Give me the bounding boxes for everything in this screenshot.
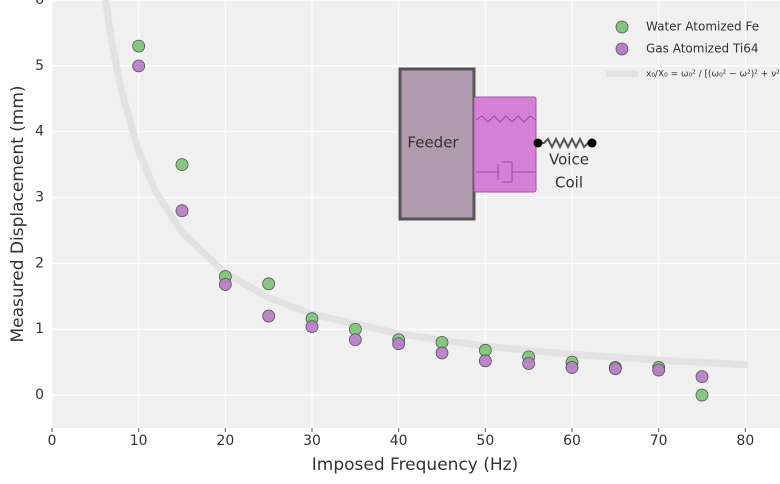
legend-swatch xyxy=(615,20,629,34)
data-point xyxy=(175,158,189,172)
data-point xyxy=(132,59,146,73)
spring xyxy=(538,136,592,150)
data-point xyxy=(522,357,536,370)
data-point xyxy=(608,362,622,376)
x-tick-label: 10 xyxy=(130,433,148,449)
annotation: Coil xyxy=(555,174,583,192)
legend-label: Water Atomized Fe xyxy=(646,20,759,34)
inset-diagram: Feeder Voice Coil xyxy=(398,67,597,221)
coil-box xyxy=(473,96,537,193)
y-tick-label: 3 xyxy=(35,190,44,206)
y-tick-label: 4 xyxy=(35,124,44,140)
data-point xyxy=(132,39,146,53)
data-point xyxy=(305,320,319,333)
data-point xyxy=(262,309,276,323)
y-tick-label: 6 xyxy=(35,0,44,8)
x-tick-label: 40 xyxy=(390,433,408,449)
x-tick-label: 20 xyxy=(216,433,234,449)
y-tick-label: 0 xyxy=(35,387,44,403)
y-axis-label: Measured Displacement (mm) xyxy=(8,85,28,342)
annotation: Voice xyxy=(549,151,589,169)
y-tick-label: 2 xyxy=(35,255,44,271)
data-point xyxy=(392,337,406,351)
data-point xyxy=(218,278,232,291)
data-point xyxy=(348,333,362,347)
data-point xyxy=(652,363,666,377)
spring-end xyxy=(533,138,543,148)
data-point xyxy=(175,204,189,218)
inner-spring xyxy=(475,115,537,123)
x-axis-label: Imposed Frequency (Hz) xyxy=(312,455,518,475)
legend-swatch xyxy=(615,42,629,56)
data-point xyxy=(565,361,579,374)
x-tick-label: 70 xyxy=(650,433,668,449)
data-point xyxy=(435,346,449,360)
data-point xyxy=(478,354,492,368)
feeder-block xyxy=(398,67,476,221)
x-tick-label: 0 xyxy=(48,433,57,449)
data-point xyxy=(695,388,709,402)
y-tick-label: 5 xyxy=(35,58,44,74)
x-tick-label: 60 xyxy=(563,433,581,449)
legend-label: x₀/X₀ = ω₀² / [(ω₀² − ω²)² + ν²ω²]^1/2 xyxy=(646,70,780,80)
fit-curve xyxy=(102,0,749,369)
data-point xyxy=(262,277,276,291)
legend-label: Gas Atomized Ti64 xyxy=(646,42,758,56)
dashpot-lines xyxy=(476,161,536,183)
spring-end xyxy=(587,138,597,148)
data-point xyxy=(695,370,709,384)
x-tick-label: 80 xyxy=(736,433,754,449)
y-tick-label: 1 xyxy=(35,321,44,337)
x-tick-label: 50 xyxy=(476,433,494,449)
x-tick-label: 30 xyxy=(303,433,321,449)
annotation: Feeder xyxy=(407,134,459,152)
curve-layer xyxy=(102,0,749,369)
